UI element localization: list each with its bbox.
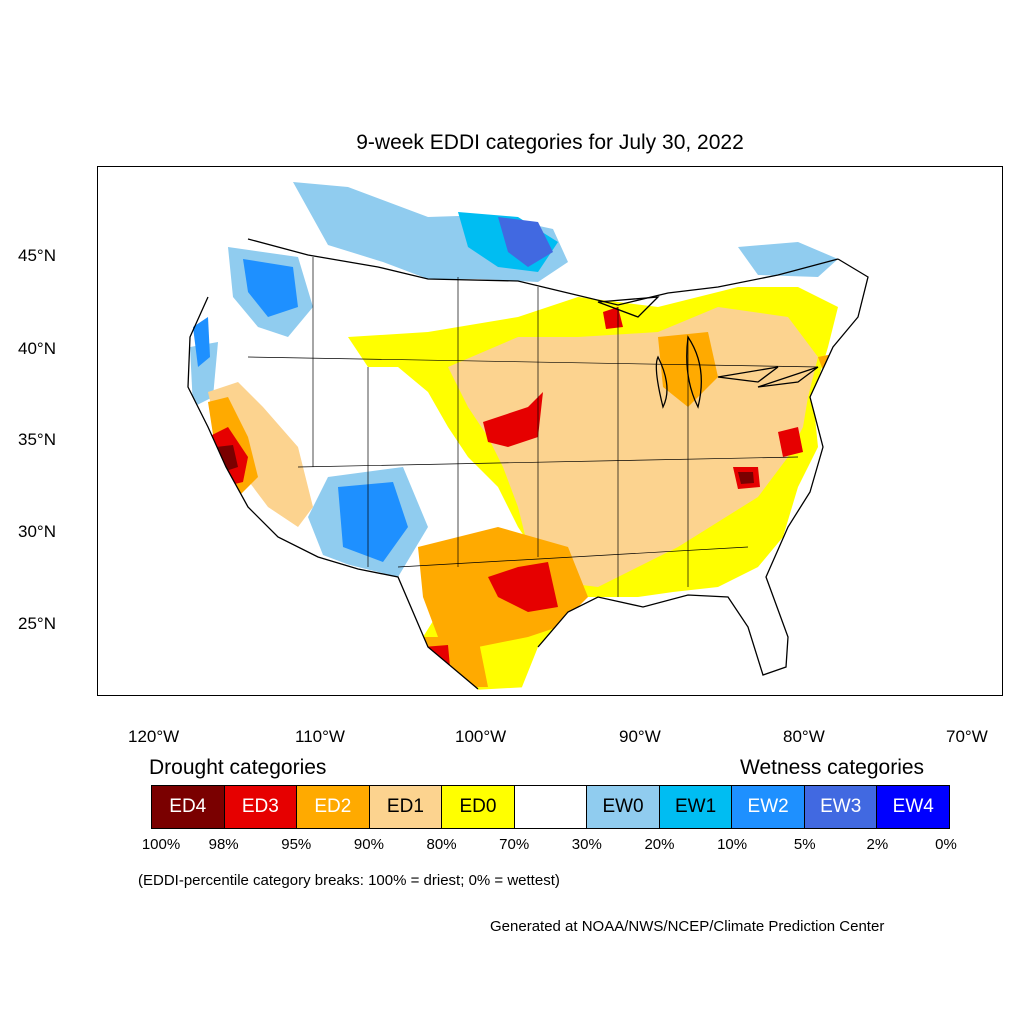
lon-label-70: 70°W bbox=[946, 727, 988, 746]
category-note: (EDDI-percentile category breaks: 100% =… bbox=[138, 872, 560, 889]
break-label: 90% bbox=[353, 836, 384, 853]
legend-swatch-ed3: ED3 bbox=[224, 786, 298, 828]
map-panel bbox=[97, 166, 1003, 696]
break-label: 95% bbox=[281, 836, 312, 853]
legend-swatch-neutral bbox=[514, 786, 588, 828]
legend-swatch-ew3: EW3 bbox=[804, 786, 878, 828]
state-borders bbox=[247, 257, 819, 597]
wetness-heading: Wetness categories bbox=[740, 756, 925, 779]
category-legend: ED4 ED3 ED2 ED1 ED0 EW0 EW1 EW2 EW3 EW4 bbox=[151, 785, 950, 829]
lat-label-35: 35°N bbox=[18, 430, 56, 449]
lat-label-45: 45°N bbox=[18, 246, 56, 265]
break-label: 30% bbox=[571, 836, 602, 853]
conus-eddi-map bbox=[98, 167, 1002, 695]
legend-swatch-ed1: ED1 bbox=[369, 786, 443, 828]
drought-heading: Drought categories bbox=[149, 756, 327, 779]
break-label: 5% bbox=[793, 836, 816, 853]
lon-label-120: 120°W bbox=[128, 727, 180, 746]
legend-swatch-ew4: EW4 bbox=[877, 786, 950, 828]
legend-swatch-ew0: EW0 bbox=[587, 786, 660, 828]
credit-line: Generated at NOAA/NWS/NCEP/Climate Predi… bbox=[490, 918, 885, 935]
break-label: 2% bbox=[866, 836, 889, 853]
break-label: 70% bbox=[499, 836, 530, 853]
legend-swatch-ed0: ED0 bbox=[442, 786, 515, 828]
lon-label-80: 80°W bbox=[783, 727, 825, 746]
lon-label-110: 110°W bbox=[295, 727, 345, 746]
break-label: 0% bbox=[935, 836, 957, 853]
gulf-of-mexico bbox=[518, 595, 786, 695]
break-label: 80% bbox=[426, 836, 457, 853]
map-title: 9-week EDDI categories for July 30, 2022 bbox=[356, 131, 744, 154]
lon-label-90: 90°W bbox=[619, 727, 661, 746]
drought-areas bbox=[208, 287, 858, 692]
legend-swatch-ed4: ED4 bbox=[152, 786, 225, 828]
legend-swatch-ew2: EW2 bbox=[732, 786, 805, 828]
lat-label-40: 40°N bbox=[18, 339, 56, 358]
legend-swatch-ew1: EW1 bbox=[659, 786, 733, 828]
break-label: 10% bbox=[717, 836, 748, 853]
break-label: 20% bbox=[644, 836, 675, 853]
legend-swatch-ed2: ED2 bbox=[297, 786, 370, 828]
break-label: 100% bbox=[141, 836, 181, 853]
atlantic bbox=[766, 167, 1002, 695]
lon-label-100: 100°W bbox=[455, 727, 507, 746]
coastlines-and-borders bbox=[187, 238, 869, 690]
break-label: 98% bbox=[208, 836, 239, 853]
pacific bbox=[98, 167, 478, 695]
lat-label-30: 30°N bbox=[18, 522, 56, 541]
lat-label-25: 25°N bbox=[18, 614, 56, 633]
